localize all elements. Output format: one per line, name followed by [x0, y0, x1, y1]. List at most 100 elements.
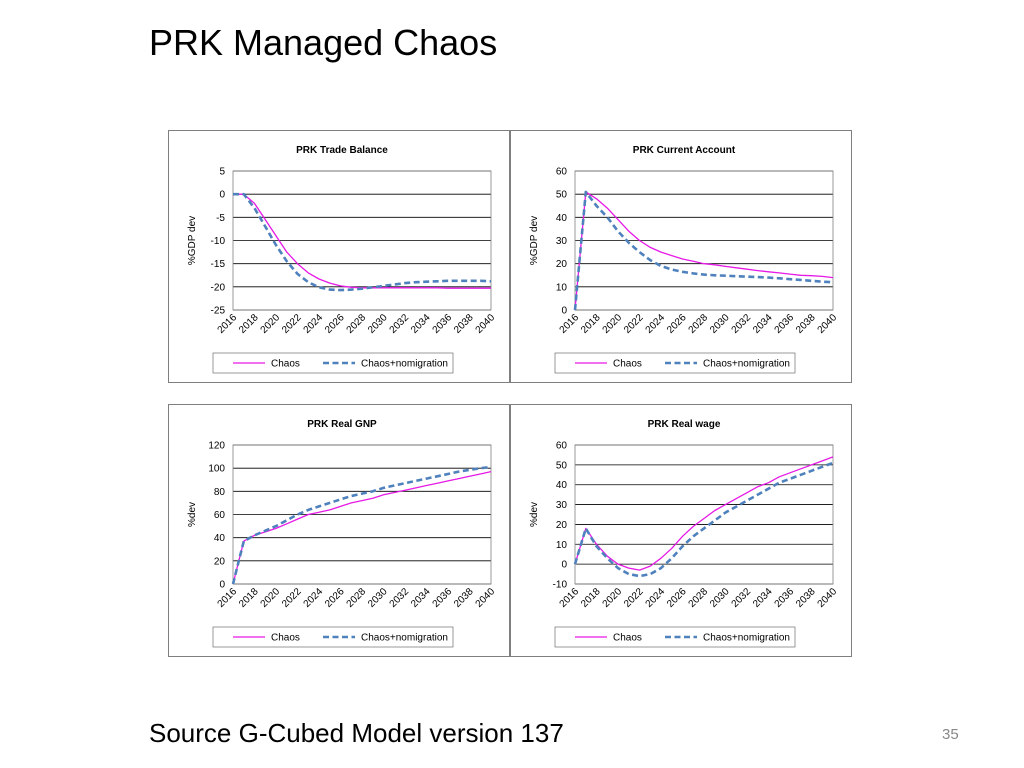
x-tick-label: 2040	[474, 586, 498, 610]
series-line-chaos	[233, 193, 491, 289]
x-tick-label: 2040	[816, 586, 840, 610]
legend-label: Chaos+nomigration	[703, 359, 790, 370]
chart-panel-real-gnp: PRK Real GNP %dev 120 100 80 60 40 20 0 2016 2018 2…	[168, 404, 510, 657]
y-tick-label: 30	[556, 500, 568, 511]
x-tick-label: 2020	[601, 312, 625, 336]
y-tick-label: 10	[556, 540, 568, 551]
y-tick-label: 5	[219, 167, 225, 178]
x-tick-label: 2030	[708, 312, 732, 336]
x-tick-label: 2022	[280, 312, 304, 336]
x-tick-label: 2026	[665, 312, 689, 336]
x-tick-label: 2034	[409, 312, 433, 336]
y-tick-label: 50	[556, 460, 568, 471]
series-line-chaos	[574, 191, 834, 311]
y-tick-label: 60	[214, 510, 226, 521]
y-tick-label: 40	[556, 480, 568, 491]
x-tick-label: 2028	[345, 586, 369, 610]
x-tick-label: 2020	[601, 586, 625, 610]
x-tick-label: 2032	[730, 312, 754, 336]
x-tick-label: 2034	[751, 586, 775, 610]
plot-area	[574, 444, 834, 585]
y-tick-label: 0	[561, 306, 567, 317]
y-axis-label: %dev	[529, 502, 540, 527]
chart-panel-current-account: PRK Current Account %GDP dev 60 50 40 30 20 10 0…	[510, 130, 852, 383]
y-tick-label: 20	[556, 259, 568, 270]
series-line-chaos-nomigration	[231, 465, 492, 585]
x-tick-label: 2034	[409, 586, 433, 610]
x-tick-label: 2028	[345, 312, 369, 336]
legend-label: Chaos	[271, 633, 300, 644]
legend-label: Chaos	[613, 633, 642, 644]
x-tick-label: 2036	[773, 312, 797, 336]
x-tick-label: 2030	[366, 586, 390, 610]
x-tick-label: 2022	[622, 586, 646, 610]
y-axis-label: %GDP dev	[529, 216, 540, 265]
legend-label: Chaos+nomigration	[361, 359, 448, 370]
series-line-chaos-nomigration	[573, 190, 834, 311]
x-tick-label: 2038	[452, 586, 476, 610]
x-tick-label: 2036	[773, 586, 797, 610]
chart-title: PRK Real GNP	[307, 419, 377, 430]
legend-label: Chaos+nomigration	[361, 633, 448, 644]
series-line-chaos-nomigration	[573, 461, 834, 578]
x-tick-label: 2018	[579, 312, 603, 336]
page-number: 35	[942, 726, 959, 743]
x-tick-label: 2024	[302, 586, 326, 610]
chart-title: PRK Real wage	[648, 419, 721, 430]
x-tick-label: 2040	[474, 312, 498, 336]
plot-area	[232, 170, 492, 311]
x-tick-label: 2024	[644, 312, 668, 336]
x-tick-label: 2020	[259, 312, 283, 336]
series-line-chaos	[574, 456, 834, 571]
chart-title: PRK Trade Balance	[296, 145, 388, 156]
x-tick-label: 2032	[388, 312, 412, 336]
x-tick-label: 2034	[751, 312, 775, 336]
y-tick-label: -10	[211, 236, 226, 247]
x-tick-label: 2030	[366, 312, 390, 336]
x-tick-label: 2020	[259, 586, 283, 610]
y-tick-label: 60	[556, 441, 568, 452]
x-tick-label: 2024	[644, 586, 668, 610]
x-tick-label: 2038	[794, 312, 818, 336]
y-tick-label: 0	[219, 580, 225, 591]
x-tick-label: 2018	[237, 586, 261, 610]
y-tick-label: 80	[214, 487, 226, 498]
y-tick-label: 40	[214, 533, 226, 544]
x-tick-label: 2018	[237, 312, 261, 336]
y-tick-label: 10	[556, 282, 568, 293]
y-tick-label: -20	[211, 282, 226, 293]
figure-frame: PRK Trade Balance %GDP dev 5 0 -5 -10 -15 -20 -2…	[168, 130, 852, 658]
slide-title: PRK Managed Chaos	[149, 22, 498, 63]
y-tick-label: 0	[219, 190, 225, 201]
x-tick-label: 2040	[816, 312, 840, 336]
chart-panel-trade-balance: PRK Trade Balance %GDP dev 5 0 -5 -10 -15 -20 -2…	[168, 130, 510, 383]
y-tick-label: 20	[556, 520, 568, 531]
y-tick-label: 60	[556, 167, 568, 178]
y-tick-label: 100	[208, 464, 225, 475]
x-tick-label: 2022	[622, 312, 646, 336]
y-tick-label: -10	[553, 580, 568, 591]
x-tick-label: 2032	[388, 586, 412, 610]
y-tick-label: -15	[211, 259, 226, 270]
x-tick-label: 2036	[431, 312, 455, 336]
x-tick-label: 2038	[794, 586, 818, 610]
x-tick-label: 2036	[431, 586, 455, 610]
x-tick-label: 2028	[687, 586, 711, 610]
chart-panel-real-wage: PRK Real wage %dev 60 50 40 30 20 10 0 -10 2016 201…	[510, 404, 852, 657]
x-tick-label: 2032	[730, 586, 754, 610]
y-axis-label: %GDP dev	[187, 216, 198, 265]
x-tick-label: 2026	[665, 586, 689, 610]
y-tick-label: 20	[214, 556, 226, 567]
y-tick-label: 40	[556, 213, 568, 224]
y-tick-label: 0	[561, 560, 567, 571]
plot-area	[574, 170, 834, 311]
x-tick-label: 2038	[452, 312, 476, 336]
series-line-chaos-nomigration	[233, 192, 492, 292]
source-note: Source G-Cubed Model version 137	[149, 718, 564, 748]
y-tick-label: 120	[208, 441, 225, 452]
y-axis-label: %dev	[187, 502, 198, 527]
chart-title: PRK Current Account	[633, 145, 736, 156]
plot-area	[232, 444, 492, 585]
legend-label: Chaos+nomigration	[703, 633, 790, 644]
x-tick-label: 2028	[687, 312, 711, 336]
